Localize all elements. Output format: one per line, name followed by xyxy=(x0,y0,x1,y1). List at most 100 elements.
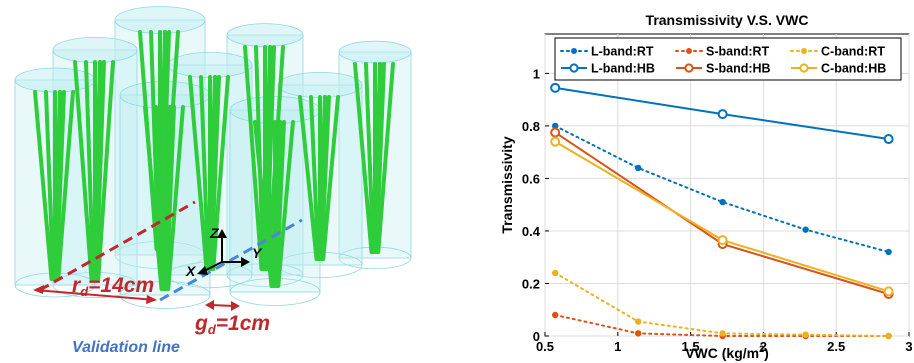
plant-stem xyxy=(276,120,295,288)
gap-arrow-head-left xyxy=(205,300,214,310)
plant-stem xyxy=(143,105,164,291)
plant-stem xyxy=(165,105,172,291)
plant-stem xyxy=(321,95,340,261)
legend: L-band:RT S-band:RT C-band:RT L-band:HB S-ba… xyxy=(554,37,902,81)
plant-stem xyxy=(243,45,264,271)
plant-stem xyxy=(275,120,282,288)
legend-marker xyxy=(799,63,809,73)
plant-stem xyxy=(166,105,185,291)
plant-stem xyxy=(199,75,211,271)
plant-stem xyxy=(375,62,382,254)
data-point xyxy=(551,122,559,130)
data-point xyxy=(802,226,809,233)
plant-stem xyxy=(55,90,62,281)
stem-group xyxy=(33,30,395,291)
data-point xyxy=(634,164,642,172)
data-point xyxy=(717,109,728,120)
legend-marker xyxy=(686,48,692,54)
radius-arrow-head-left xyxy=(33,285,44,294)
series-group xyxy=(550,82,894,340)
plant-stem xyxy=(211,75,230,271)
plant-stem xyxy=(33,90,54,281)
gap-arrow xyxy=(209,304,236,307)
legend-label: C-band:RT xyxy=(821,45,885,59)
data-point xyxy=(550,127,561,138)
axis-x-arrowhead xyxy=(197,266,208,275)
data-point xyxy=(551,269,559,277)
plant-stem xyxy=(264,120,276,288)
data-point xyxy=(883,286,894,297)
data-point xyxy=(551,311,559,319)
legend-marker xyxy=(684,63,694,73)
radius-label: rd=14cm xyxy=(72,274,154,299)
x-axis-label: VWC (kg/m2) xyxy=(685,344,769,361)
y-tick-label: 1 xyxy=(533,66,540,81)
data-point xyxy=(885,248,892,256)
plant-stem xyxy=(96,60,115,281)
plant-stem xyxy=(376,62,395,254)
plant-stem xyxy=(298,95,319,261)
y-tick-label: 0.6 xyxy=(522,171,540,186)
data-point xyxy=(802,331,809,338)
y-tick-label: 0.2 xyxy=(522,276,540,291)
axis-z-arrowhead xyxy=(217,229,227,238)
plant-stem xyxy=(353,62,374,254)
chart-title: Transmissivity V.S. VWC xyxy=(646,12,809,28)
legend-marker xyxy=(801,48,807,54)
y-tick-label: 0.8 xyxy=(522,119,540,134)
legend-box xyxy=(554,37,902,81)
y-tick-label: 0.4 xyxy=(522,224,541,239)
validation-line-label: Validation line xyxy=(72,339,180,356)
legend-label: L-band:RT xyxy=(591,45,654,59)
axis-y-label: Y xyxy=(252,245,263,261)
legend-label: S-band:HB xyxy=(706,62,771,76)
plant-stem xyxy=(95,60,102,281)
plant-stem xyxy=(253,120,274,288)
axis-z-label: Z xyxy=(209,225,219,241)
axis-ticks: 0.5 1 1.5 2 2.5 3 0 0.2 0.4 0.6 0.8 1 xyxy=(522,66,913,354)
y-tick-label: 0 xyxy=(533,329,540,344)
legend-label: L-band:HB xyxy=(591,62,655,76)
y-axis-label: Transmissivity xyxy=(499,136,515,233)
plant-stem xyxy=(210,75,217,271)
plant-stem xyxy=(320,95,327,261)
plant-stem xyxy=(84,60,96,281)
series-line xyxy=(554,124,890,253)
x-tick-label: 2 xyxy=(760,339,767,354)
legend-marker xyxy=(569,63,579,73)
legend-label: C-band:HB xyxy=(821,62,886,76)
radius-arrow xyxy=(34,289,156,301)
data-point xyxy=(885,332,892,340)
plant-stem xyxy=(56,90,75,281)
gap-arrow-head-right xyxy=(231,301,240,311)
data-point xyxy=(719,198,726,206)
data-point xyxy=(717,235,728,246)
plant-stem xyxy=(154,105,166,291)
data-point xyxy=(550,136,561,147)
x-tick-label: 1.5 xyxy=(682,339,700,354)
gap-label: gd=1cm xyxy=(194,312,270,337)
plant-stem xyxy=(73,60,94,281)
data-point xyxy=(550,82,561,93)
radius-arrow-head-right xyxy=(146,295,157,304)
data-point xyxy=(634,318,642,325)
x-tick-label: 3 xyxy=(905,339,912,354)
vegetation-diagram: Z Y X rd=14cm gd=1cm Validation line xyxy=(14,6,412,356)
x-tick-label: 0.5 xyxy=(536,339,554,354)
x-tick-label: 2.5 xyxy=(827,339,845,354)
legend-marker xyxy=(571,48,577,54)
x-tick-label: 1 xyxy=(614,339,621,354)
plant-stem xyxy=(364,62,376,254)
legend-label: S-band:RT xyxy=(706,45,770,59)
data-point xyxy=(634,330,642,337)
data-point xyxy=(719,330,726,337)
plant-stem xyxy=(44,90,56,281)
data-point xyxy=(883,134,894,145)
axis-y-arrowhead xyxy=(241,257,250,267)
axis-x-label: X xyxy=(185,263,197,279)
plant-stem xyxy=(188,75,209,271)
validation-line xyxy=(159,218,303,302)
radius-guide-line xyxy=(39,200,196,292)
